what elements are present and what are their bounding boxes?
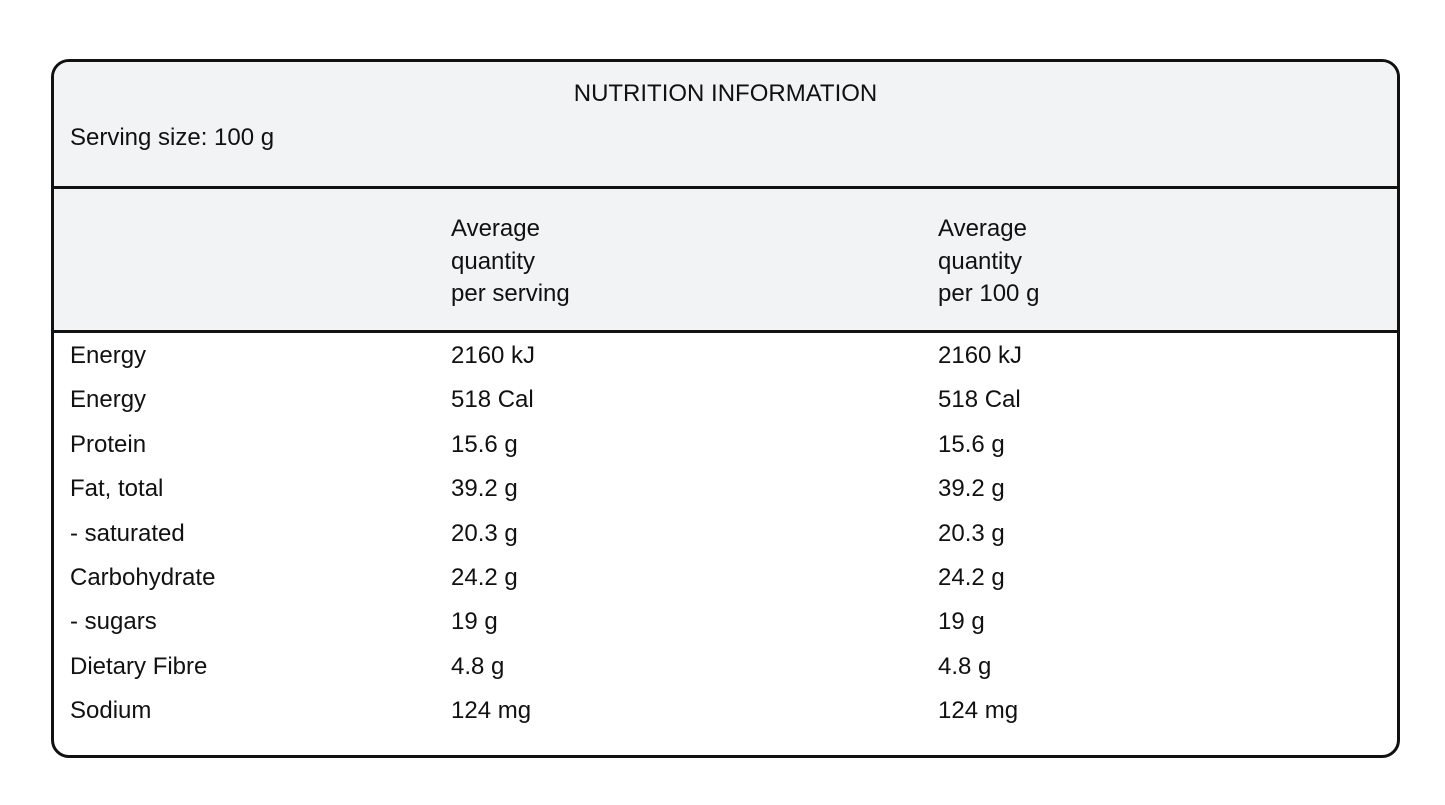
nutrient-name: Fat, total [70,475,164,503]
per-serving-value: 39.2 g [451,475,518,503]
table-row: Fat, total 39.2 g 39.2 g [54,474,1397,518]
nutrient-name: Energy [70,386,147,414]
per-serving-value: 20.3 g [451,519,518,547]
table-row: - saturated 20.3 g 20.3 g [54,519,1397,563]
per-serving-value: 15.6 g [451,430,518,458]
per-100g-value: 518 Cal [938,386,1021,414]
per-serving-value: 4.8 g [451,652,505,680]
nutrient-name: Sodium [70,697,152,725]
per-100g-value: 15.6 g [938,430,1005,458]
per-serving-value: 2160 kJ [451,342,536,369]
per-100g-value: 19 g [938,608,985,636]
column-header-per-100g: Average quantity per 100 g [938,215,1040,307]
panel-header: NUTRITION INFORMATION Serving size: 100 … [54,62,1397,189]
table-row: - sugars 19 g 19 g [54,607,1397,651]
nutrition-panel: NUTRITION INFORMATION Serving size: 100 … [51,59,1400,758]
table-row: Carbohydrate 24.2 g 24.2 g [54,563,1397,607]
per-100g-value: 124 mg [938,697,1019,725]
per-serving-value: 24.2 g [451,563,518,591]
per-100g-value: 24.2 g [938,563,1005,591]
column-headers: Average quantity per serving Average qua… [54,189,1397,333]
nutrient-name: - saturated [70,519,185,547]
per-100g-value: 20.3 g [938,519,1005,547]
per-100g-value: 2160 kJ [938,342,1023,369]
nutrient-name: Energy [70,342,147,369]
table-row: Energy 518 Cal 518 Cal [54,385,1397,429]
nutrient-rows: Energy 2160 kJ 2160 kJ Energy 518 Cal 51… [54,341,1397,741]
nutrient-name: Protein [70,430,147,458]
nutrient-name: - sugars [70,608,157,636]
table-row: Energy 2160 kJ 2160 kJ [54,341,1397,385]
table-row: Sodium 124 mg 124 mg [54,696,1397,740]
table-row: Protein 15.6 g 15.6 g [54,430,1397,474]
per-100g-value: 4.8 g [938,652,992,680]
nutrient-name: Carbohydrate [70,563,216,591]
per-serving-value: 518 Cal [451,386,534,414]
nutrient-name: Dietary Fibre [70,652,208,680]
column-header-per-serving: Average quantity per serving [451,215,570,307]
per-serving-value: 19 g [451,608,498,636]
serving-size: Serving size: 100 g [70,124,275,151]
per-100g-value: 39.2 g [938,475,1005,503]
panel-title: NUTRITION INFORMATION [573,80,878,107]
per-serving-value: 124 mg [451,697,532,725]
table-row: Dietary Fibre 4.8 g 4.8 g [54,652,1397,696]
